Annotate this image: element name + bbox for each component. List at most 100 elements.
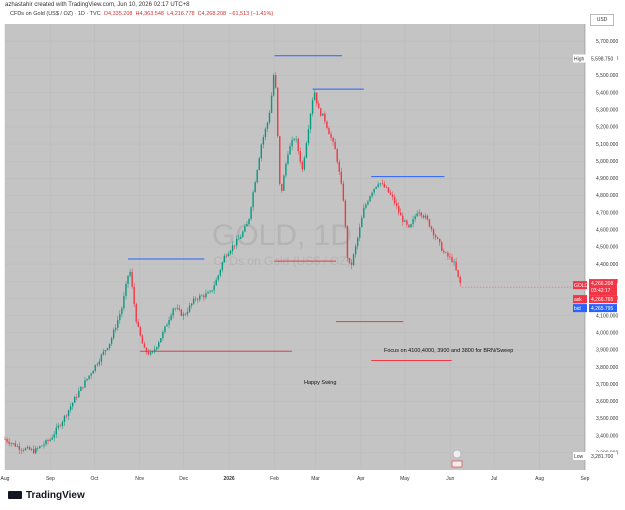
candle-body (14, 443, 16, 447)
x-tick-label: Mar (311, 476, 320, 482)
candle-body (338, 161, 340, 172)
bid-tag-label: bid (574, 306, 581, 312)
x-tick-label: Sep (581, 476, 590, 482)
happy-swing-annotation: Happy Swing (304, 380, 336, 386)
candle-body (381, 183, 383, 185)
candle-body (131, 271, 133, 287)
candle-body (112, 329, 115, 339)
candle-body (397, 205, 400, 213)
candle-body (447, 252, 449, 257)
candle-body (108, 343, 111, 349)
candle-body (311, 100, 314, 114)
candle-body (240, 236, 242, 239)
candle-body (400, 212, 402, 216)
candle-body (305, 143, 308, 158)
watermark-symbol: GOLD, 1D (212, 219, 352, 252)
candle-body (18, 446, 21, 450)
candle-body (16, 446, 19, 447)
y-tick-label: 4,700.000 (596, 210, 618, 216)
candle-body (359, 227, 361, 238)
x-tick-label: Jul (491, 476, 497, 482)
candle-body (71, 402, 74, 407)
high-value-box (589, 54, 617, 63)
candle-body (178, 308, 180, 310)
candle-body (246, 224, 248, 227)
candle-body (297, 138, 299, 152)
gold-countdown: 03:42:17 (591, 288, 611, 294)
y-tick-label: 4,800.000 (596, 193, 618, 199)
candle-body (283, 175, 285, 191)
candle-body (332, 137, 334, 142)
candle-body (432, 229, 435, 236)
candle-body (168, 319, 170, 325)
candle-body (285, 163, 287, 176)
candle-body (221, 262, 224, 270)
candle-body (20, 449, 23, 451)
change-value: −61,513 (−1.41%) (229, 11, 274, 17)
y-tick-label: 5,300.000 (596, 107, 618, 113)
candle-body (28, 447, 31, 450)
candle-body (203, 295, 205, 298)
candle-body (318, 103, 320, 109)
candle-body (180, 309, 183, 316)
currency-button[interactable]: USD (590, 14, 614, 26)
candle-body (61, 421, 64, 427)
y-tick-label: 3,500.000 (596, 416, 618, 422)
candle-body (219, 269, 222, 276)
candle-body (410, 224, 412, 228)
candle-body (145, 347, 148, 353)
candle-body (266, 122, 269, 129)
candle-body (309, 113, 312, 130)
candle-body (41, 445, 43, 447)
candle-body (268, 112, 271, 123)
candle-body (186, 311, 189, 315)
candle-body (287, 154, 289, 164)
event-icons[interactable] (451, 449, 463, 468)
candle-body (453, 261, 455, 263)
y-tick-label: 3,600.000 (596, 399, 618, 405)
candle-body (164, 326, 166, 333)
candle-body (326, 121, 328, 129)
x-tick-label: May (400, 476, 410, 482)
candle-body (328, 128, 330, 135)
candle-body (160, 338, 162, 343)
candle-body (379, 183, 381, 185)
candle-body (244, 226, 246, 232)
y-tick-label: 5,500.000 (596, 73, 618, 79)
tradingview-logo: TradingView (8, 490, 85, 501)
candle-body (363, 207, 365, 218)
candle-body (252, 192, 254, 208)
y-tick-label: 4,600.000 (596, 228, 618, 234)
x-tick-label: 2026 (224, 476, 235, 482)
x-tick-label: Aug (535, 476, 544, 482)
candle-body (147, 352, 150, 355)
candle-body (391, 194, 394, 197)
candle-body (373, 188, 375, 193)
candle-body (8, 441, 10, 444)
candle-body (174, 308, 176, 310)
y-tick-label: 3,800.000 (596, 365, 618, 371)
candle-body (211, 290, 213, 292)
y-tick-label: 3,700.000 (596, 382, 618, 388)
candle-body (119, 314, 121, 320)
candle-body (12, 443, 14, 444)
candle-body (55, 427, 57, 435)
candle-body (39, 446, 41, 448)
gold-value-box (589, 279, 617, 296)
y-tick-label: 4,400.000 (596, 262, 618, 268)
candle-body (291, 139, 293, 147)
high-value: 5,598.750 (591, 56, 613, 62)
candle-body (281, 183, 283, 191)
candle-body (176, 308, 178, 309)
candle-body (80, 386, 82, 392)
candle-body (141, 335, 144, 344)
candle-body (137, 321, 139, 327)
candle-body (248, 218, 250, 225)
low-value: L4,216.778 (167, 11, 195, 17)
y-tick-label: 5,200.000 (596, 125, 618, 131)
x-tick-label: Apr (357, 476, 365, 482)
candle-body (98, 361, 101, 365)
candle-body (264, 128, 267, 138)
candle-body (67, 410, 70, 416)
